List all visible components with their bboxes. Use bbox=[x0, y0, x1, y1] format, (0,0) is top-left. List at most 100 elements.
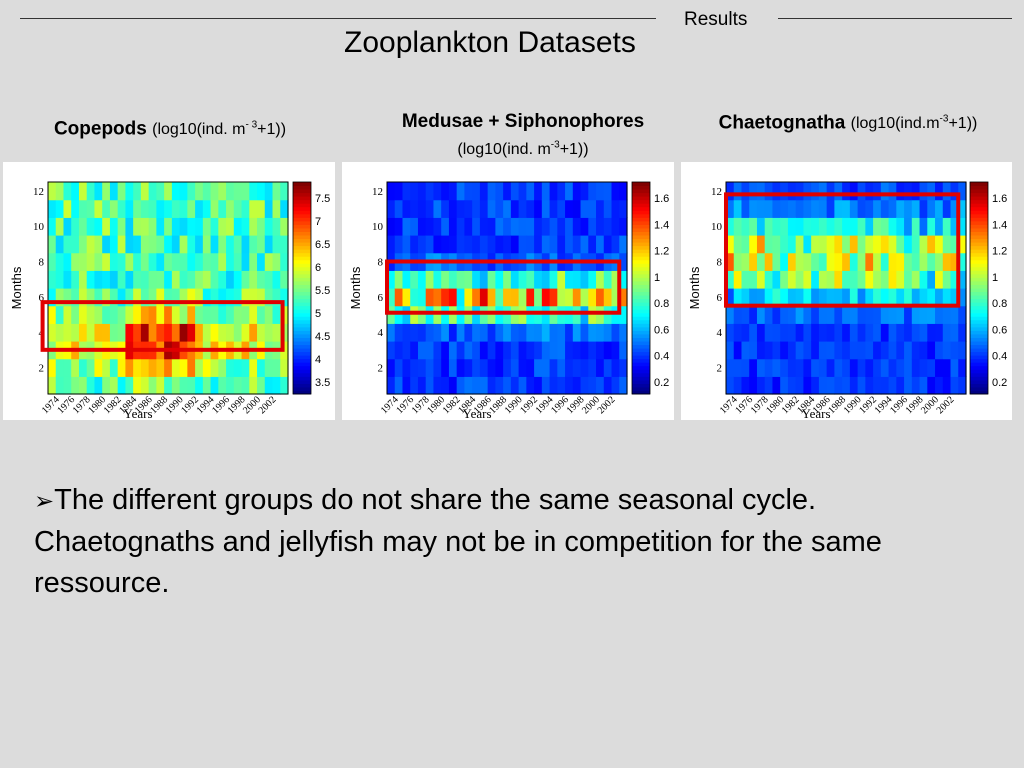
heatmap-cell bbox=[503, 305, 512, 324]
heatmap-cell bbox=[603, 199, 613, 218]
colorbar-step bbox=[632, 288, 650, 293]
heatmap-cell bbox=[857, 182, 866, 201]
heatmap-cell bbox=[241, 270, 250, 289]
heatmap-cell bbox=[78, 288, 88, 307]
heatmap-cell bbox=[526, 305, 535, 324]
heatmap-cell bbox=[140, 323, 150, 342]
heatmap-cell bbox=[71, 323, 80, 342]
heatmap-cell bbox=[549, 199, 558, 218]
colorbar-step bbox=[632, 235, 650, 240]
colorbar-step bbox=[293, 386, 311, 391]
heatmap-cell bbox=[787, 270, 797, 289]
heatmap-cell bbox=[834, 376, 843, 395]
colorbar-step bbox=[632, 242, 650, 247]
heatmap-cell bbox=[456, 235, 466, 254]
colorbar-step bbox=[632, 358, 650, 363]
heatmap-cell bbox=[726, 252, 735, 271]
heatmap-cell bbox=[148, 376, 157, 395]
heatmap-cell bbox=[904, 358, 913, 377]
heatmap-cell bbox=[257, 182, 266, 201]
heatmap-cell bbox=[55, 182, 65, 201]
y-axis-label: Months bbox=[9, 266, 24, 309]
heatmap-cell bbox=[588, 376, 597, 395]
heatmap-cell bbox=[156, 199, 165, 218]
heatmap-cell bbox=[896, 358, 905, 377]
colorbar-step bbox=[970, 348, 988, 353]
heatmap-cell bbox=[873, 235, 882, 254]
colorbar-step bbox=[632, 231, 650, 236]
heatmap-cell bbox=[741, 323, 750, 342]
heatmap-cell bbox=[557, 199, 566, 218]
colorbar-step bbox=[970, 245, 988, 250]
colorbar-step bbox=[970, 217, 988, 222]
heatmap-cell bbox=[826, 217, 835, 236]
heatmap-cell bbox=[857, 270, 866, 289]
heatmap-cell bbox=[580, 341, 589, 360]
heatmap-cell bbox=[233, 288, 243, 307]
heatmap-cell bbox=[479, 235, 489, 254]
heatmap-cell bbox=[441, 358, 450, 377]
heatmap-cell bbox=[218, 323, 227, 342]
heatmap-cell bbox=[448, 358, 458, 377]
colorbar-step bbox=[293, 235, 311, 240]
heatmap-cell bbox=[433, 323, 442, 342]
heatmap-cell bbox=[402, 235, 411, 254]
heatmap-cell bbox=[572, 341, 582, 360]
heatmap-cell bbox=[741, 341, 750, 360]
heatmap-cell bbox=[503, 199, 512, 218]
heatmap-cell bbox=[865, 252, 874, 271]
heatmap-cell bbox=[140, 199, 150, 218]
heatmap-cell bbox=[272, 182, 281, 201]
heatmap-cell bbox=[280, 217, 289, 236]
heatmap-cell bbox=[257, 305, 266, 324]
colorbar-step bbox=[970, 291, 988, 296]
y-tick-label: 10 bbox=[372, 221, 384, 233]
heatmap-cell bbox=[849, 341, 859, 360]
heatmap-cell bbox=[179, 235, 188, 254]
heatmap-cell bbox=[619, 217, 628, 236]
colorbar-step bbox=[293, 284, 311, 289]
heatmap-cell bbox=[857, 199, 866, 218]
heatmap-cell bbox=[811, 341, 820, 360]
heatmap-cell bbox=[603, 182, 613, 201]
heatmap-cell bbox=[741, 270, 750, 289]
heatmap-cell bbox=[487, 376, 496, 395]
heatmap-cell bbox=[888, 305, 897, 324]
colorbar-tick-label: 4.5 bbox=[315, 331, 330, 343]
heatmap-cell bbox=[873, 199, 882, 218]
heatmap-cell bbox=[479, 358, 489, 377]
heatmap-cell bbox=[526, 182, 535, 201]
colorbar-step bbox=[293, 203, 311, 208]
colorbar-step bbox=[293, 206, 311, 211]
heatmap-cell bbox=[795, 199, 805, 218]
heatmap-cell bbox=[764, 252, 774, 271]
colorbar-step bbox=[293, 199, 311, 204]
heatmap-cell bbox=[171, 217, 181, 236]
heatmap-cell bbox=[226, 252, 235, 271]
heatmap-cell bbox=[565, 305, 574, 324]
heatmap-cell bbox=[764, 288, 774, 307]
heatmap-cell bbox=[272, 252, 281, 271]
heatmap-cell bbox=[526, 217, 535, 236]
heatmap-cell bbox=[133, 288, 142, 307]
colorbar-tick-label: 1.2 bbox=[992, 246, 1007, 258]
heatmap-cell bbox=[495, 235, 504, 254]
heatmap-cell bbox=[479, 182, 489, 201]
heatmap-cell bbox=[71, 235, 80, 254]
x-tick-label: 2002 bbox=[596, 394, 618, 416]
heatmap-cell bbox=[733, 341, 743, 360]
colorbar-step bbox=[293, 372, 311, 377]
colorbar-step bbox=[970, 210, 988, 215]
heatmap-cell bbox=[541, 341, 551, 360]
colorbar-step bbox=[970, 259, 988, 264]
colorbar-step bbox=[632, 245, 650, 250]
heatmap-cell bbox=[834, 358, 843, 377]
colorbar-step bbox=[632, 379, 650, 384]
heatmap-cell bbox=[479, 305, 489, 324]
heatmap-cell bbox=[518, 199, 527, 218]
heatmap-cell bbox=[834, 341, 843, 360]
heatmap-cell bbox=[741, 288, 750, 307]
heatmap-cell bbox=[950, 288, 959, 307]
heatmap-cell bbox=[958, 182, 967, 201]
heatmap-cell bbox=[772, 182, 781, 201]
